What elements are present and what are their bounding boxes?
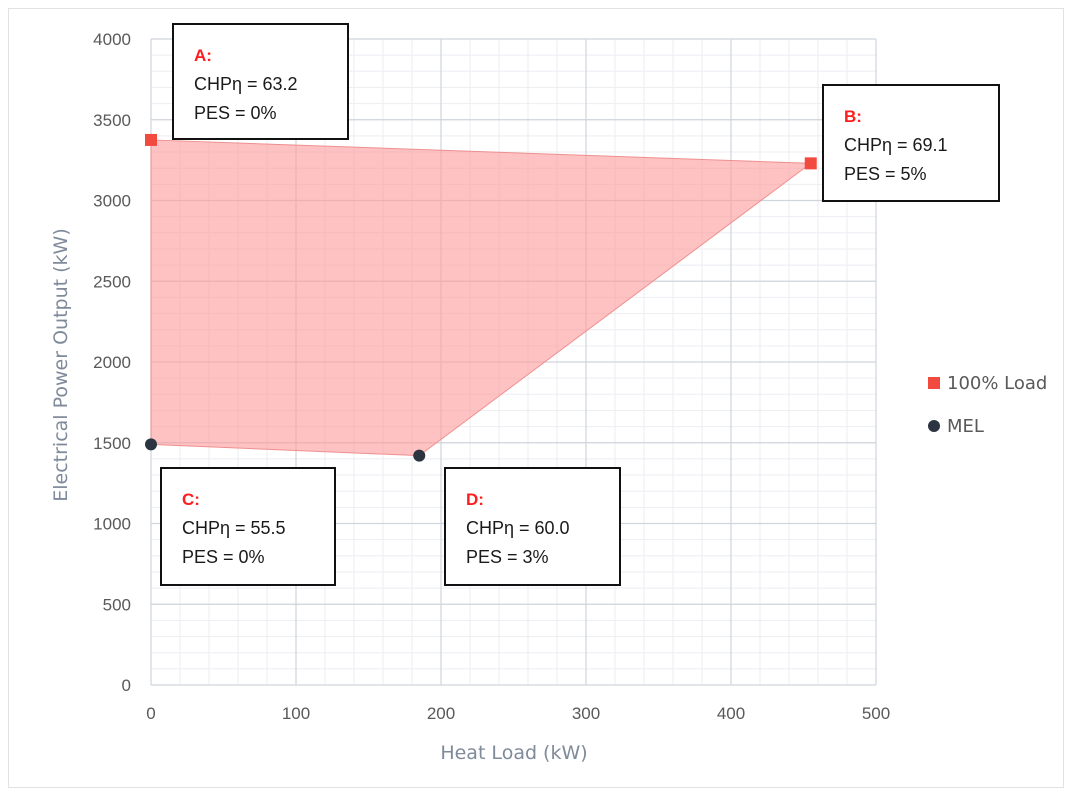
point-100-load: [145, 133, 157, 146]
annotation-c-pes: PES = 0%: [182, 547, 265, 567]
annotation-d-pes: PES = 3%: [466, 547, 549, 567]
y-tick-label: 3500: [93, 111, 131, 130]
point-mel: [413, 449, 426, 462]
legend-marker-mel: [928, 420, 940, 432]
legend-label: 100% Load: [947, 373, 1047, 394]
x-tick-label: 500: [862, 704, 890, 723]
annotation-b-chp: CHPη = 69.1: [844, 135, 948, 155]
legend-label: MEL: [947, 416, 984, 437]
annotation-a-pes: PES = 0%: [194, 103, 277, 123]
annotation-d: D: CHPη = 60.0 PES = 3%: [444, 467, 621, 586]
x-tick-label: 300: [572, 704, 600, 723]
data-points: [145, 133, 817, 462]
y-tick-label: 2500: [93, 272, 131, 291]
annotation-d-label: D:: [466, 490, 484, 509]
y-tick-label: 1500: [93, 434, 131, 453]
x-tick-label: 100: [282, 704, 310, 723]
annotation-c-label: C:: [182, 490, 200, 509]
annotation-b: B: CHPη = 69.1 PES = 5%: [822, 84, 1000, 202]
legend-marker-100-load: [928, 377, 940, 389]
y-tick-label: 2000: [93, 353, 131, 372]
legend: 100% Load MEL: [928, 373, 1047, 437]
annotation-c-chp: CHPη = 55.5: [182, 518, 286, 538]
x-axis-title: Heat Load (kW): [440, 742, 587, 764]
chart: 0 100 200 300 400 500 0 500 1000 1500 2000 2500 300…: [50, 30, 1047, 764]
annotation-a-chp: CHPη = 63.2: [194, 74, 298, 94]
annotation-d-chp: CHPη = 60.0: [466, 518, 570, 538]
x-tick-label: 400: [717, 704, 745, 723]
point-mel: [145, 438, 157, 451]
y-tick-label: 3000: [93, 192, 131, 211]
annotation-b-pes: PES = 5%: [844, 164, 927, 184]
y-tick-label: 1000: [93, 515, 131, 534]
x-tick-label: 200: [427, 704, 455, 723]
chart-frame: 0 100 200 300 400 500 0 500 1000 1500 2000 2500 300…: [8, 8, 1064, 788]
y-axis-ticks: 0 500 1000 1500 2000 2500 3000 3500 4000: [93, 30, 131, 695]
y-axis-title: Electrical Power Output (kW): [50, 228, 72, 502]
annotation-a: A: CHPη = 63.2 PES = 0%: [172, 23, 349, 140]
annotation-b-label: B:: [844, 107, 862, 126]
annotation-c: C: CHPη = 55.5 PES = 0%: [160, 467, 336, 586]
annotation-a-label: A:: [194, 46, 212, 65]
point-100-load: [804, 157, 817, 170]
x-axis-ticks: 0 100 200 300 400 500: [146, 704, 890, 723]
y-tick-label: 500: [103, 595, 131, 614]
x-tick-label: 0: [146, 704, 155, 723]
y-tick-label: 0: [122, 676, 131, 695]
y-tick-label: 4000: [93, 30, 131, 49]
